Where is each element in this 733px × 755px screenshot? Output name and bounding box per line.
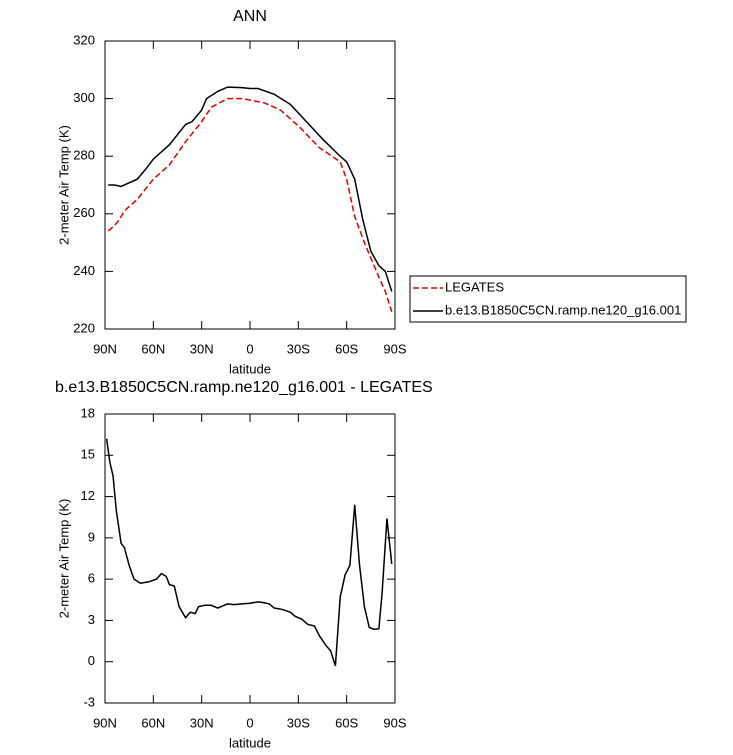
- x-tick-label: 90S: [383, 341, 406, 356]
- x-tick-label: 60S: [335, 341, 358, 356]
- series-line: [108, 86, 393, 292]
- x-tick-label: 60N: [141, 341, 165, 356]
- x-tick-label: 30S: [287, 341, 310, 356]
- x-axis-label: latitude: [229, 361, 271, 376]
- y-tick-label: 260: [73, 205, 95, 220]
- chart-title: b.e13.B1850C5CN.ramp.ne120_g16.001 - LEG…: [55, 379, 433, 396]
- y-tick-label: 6: [88, 571, 95, 586]
- y-axis-label: 2-meter Air Temp (K): [56, 499, 71, 619]
- x-tick-label: 0: [246, 341, 253, 356]
- y-tick-label: 320: [73, 32, 95, 47]
- y-tick-label: 15: [81, 447, 95, 462]
- y-tick-label: 3: [88, 612, 95, 627]
- y-tick-label: -3: [83, 694, 95, 709]
- y-tick-label: 240: [73, 263, 95, 278]
- x-tick-label: 90N: [93, 341, 117, 356]
- plot-frame: [104, 413, 396, 704]
- x-tick-label: 90N: [93, 715, 117, 730]
- x-tick-label: 60N: [141, 715, 165, 730]
- y-tick-label: 220: [73, 320, 95, 335]
- y-tick-label: 280: [73, 148, 95, 163]
- y-tick-label: 12: [81, 488, 95, 503]
- plot-frame: [104, 40, 396, 330]
- data-line: [105, 438, 393, 667]
- x-tick-label: 30N: [190, 715, 214, 730]
- chart-title: ANN: [233, 8, 267, 25]
- y-axis-label: 2-meter Air Temp (K): [56, 125, 71, 245]
- legend-box: [409, 275, 687, 323]
- x-tick-label: 30N: [190, 341, 214, 356]
- series-line: [107, 97, 393, 312]
- legend-label: LEGATES: [445, 279, 504, 294]
- y-tick-label: 0: [88, 653, 95, 668]
- y-tick-label: 18: [81, 405, 95, 420]
- y-tick-label: 300: [73, 90, 95, 105]
- x-tick-label: 60S: [335, 715, 358, 730]
- x-axis-label: latitude: [229, 735, 271, 750]
- x-tick-label: 90S: [383, 715, 406, 730]
- x-tick-label: 0: [246, 715, 253, 730]
- y-tick-label: 9: [88, 529, 95, 544]
- x-tick-label: 30S: [287, 715, 310, 730]
- legend-label: b.e13.B1850C5CN.ramp.ne120_g16.001: [445, 302, 681, 317]
